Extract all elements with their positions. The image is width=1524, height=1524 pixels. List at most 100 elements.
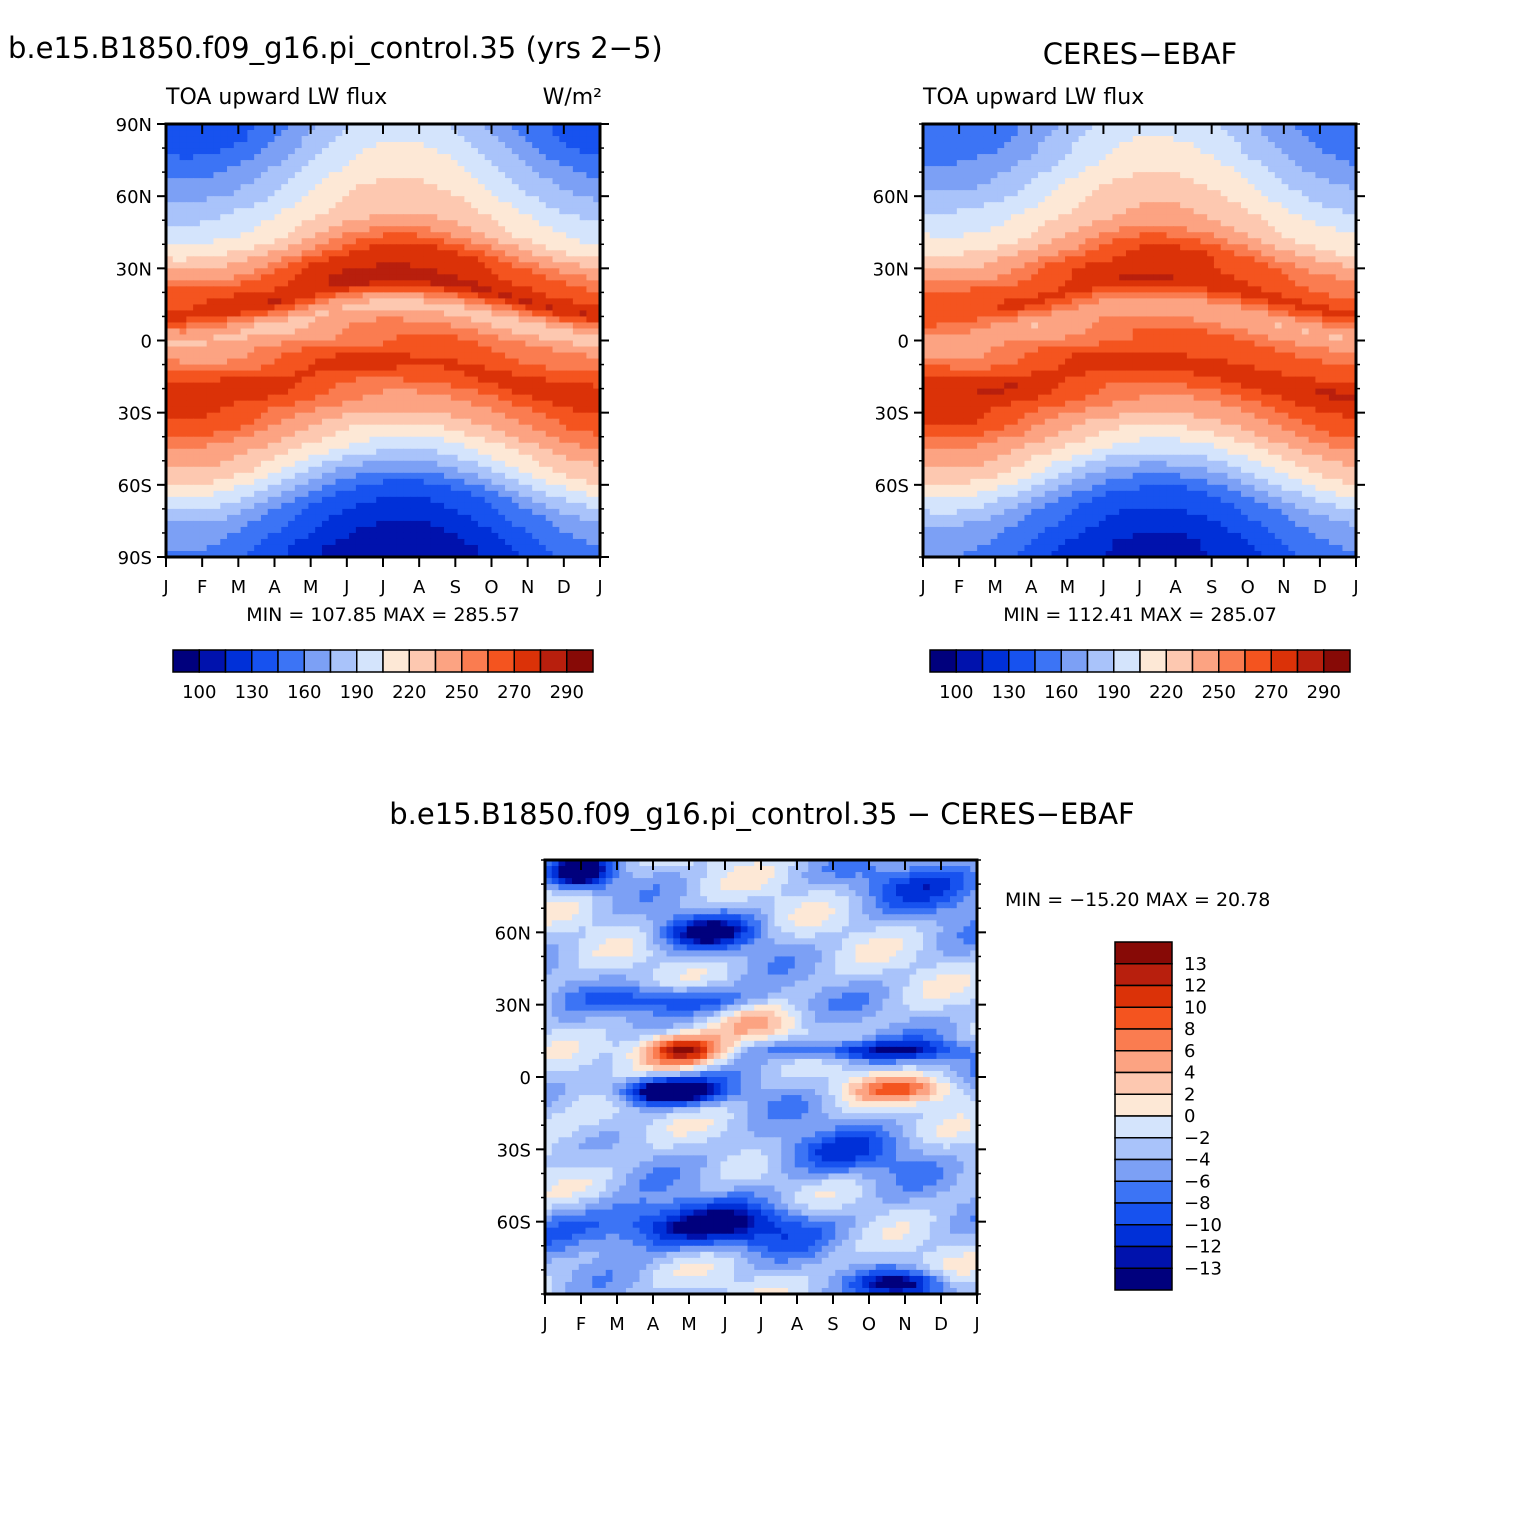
contour-cell [254,442,262,450]
panel-model-units-label: W/m² [543,85,602,110]
contour-cell [1220,136,1229,143]
contour-cell [410,172,418,179]
contour-cell [579,166,588,173]
contour-cell [389,304,398,312]
contour-cell [260,238,269,245]
contour-cell [220,334,228,342]
contour-cell [505,184,513,191]
contour-cell [288,430,296,438]
contour-cell [193,472,201,480]
contour-cell [247,340,255,348]
contour-cell [213,394,221,402]
contour-cell [342,370,350,378]
colorbar-box [303,649,332,673]
contour-cell [525,424,533,432]
contour-cell [396,274,404,281]
contour-cell [274,220,282,227]
contour-cell [213,532,221,540]
contour-cell [566,178,574,185]
contour-cell [538,376,547,384]
contour-cell [498,196,506,203]
contour-cell [430,202,438,209]
contour-cell [518,466,527,474]
contour-cell [355,538,364,546]
contour-cell [274,544,282,552]
contour-cell [335,442,343,450]
contour-cell [518,478,527,486]
contour-cell [254,466,262,474]
contour-cell [491,280,499,287]
contour-cell [410,184,418,191]
contour-cell [355,346,364,354]
contour-cell [457,328,465,336]
contour-cell [491,136,499,143]
contour-cell [552,352,560,360]
contour-cell [172,400,181,408]
contour-cell [983,124,992,131]
contour-cell [260,514,269,522]
contour-cell [389,310,398,318]
contour-cell [444,178,452,185]
contour-cell [593,484,601,492]
contour-cell [227,160,235,167]
contour-cell [518,538,527,546]
contour-cell [511,496,520,504]
contour-cell [206,142,215,149]
contour-cell [260,550,269,558]
contour-cell [213,502,221,510]
contour-cell [457,364,465,372]
contour-cell [1173,124,1181,131]
contour-cell [186,130,194,137]
contour-cell [566,160,574,167]
contour-cell [206,442,215,450]
contour-cell [362,520,371,528]
contour-cell [220,208,228,215]
contour-cell [206,310,215,318]
contour-cell [491,178,499,185]
contour-cell [410,190,418,197]
contour-cell [559,190,567,197]
contour-cell [355,166,364,173]
contour-cell [254,304,262,312]
contour-cell [328,322,337,330]
contour-cell [579,352,588,360]
contour-cell [335,286,343,293]
contour-cell [362,334,371,342]
contour-cell [376,460,384,468]
contour-cell [1308,136,1317,143]
contour-cell [403,448,411,456]
contour-cell [389,484,398,492]
contour-cell [559,304,567,312]
contour-cell [342,508,350,516]
contour-cell [430,340,438,348]
contour-cell [416,148,425,155]
contour-cell [545,346,554,354]
contour-cell [220,190,228,197]
contour-cell [423,262,432,269]
contour-cell [362,508,371,516]
contour-cell [233,412,242,420]
contour-cell [193,370,201,378]
contour-cell [328,472,337,480]
contour-cell [491,334,499,342]
contour-cell [484,454,493,462]
contour-cell [464,526,472,534]
contour-cell [511,544,520,552]
contour-cell [166,382,174,390]
contour-cell [579,298,588,306]
contour-cell [579,526,588,534]
contour-cell [389,166,398,173]
contour-cell [301,478,310,486]
contour-cell [396,436,404,444]
contour-cell [369,292,377,299]
contour-cell [172,430,181,438]
contour-cell [572,538,581,546]
contour-cell [1213,124,1222,131]
contour-cell [518,424,527,432]
contour-cell [227,280,235,287]
contour-cell [572,520,581,528]
contour-cell [410,418,418,426]
contour-cell [410,268,418,275]
contour-cell [593,538,601,546]
contour-cell [430,256,438,263]
